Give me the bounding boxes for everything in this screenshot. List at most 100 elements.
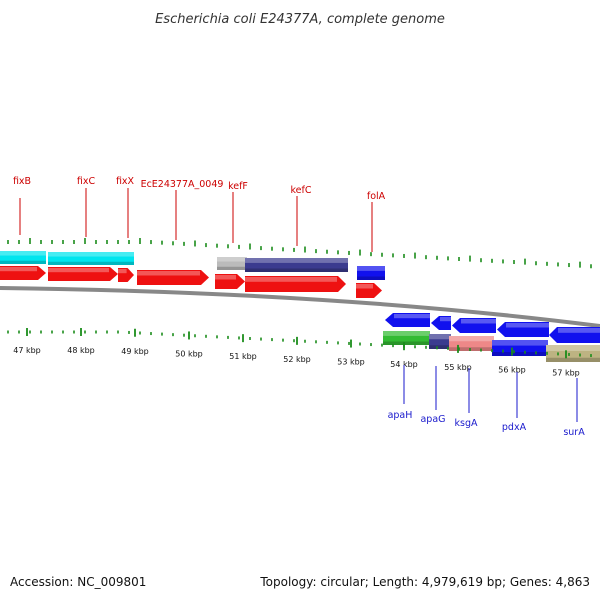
- khaki-feature: [546, 345, 600, 362]
- gene-arrow-rev-1-body: [385, 313, 430, 327]
- cyan-feature-2-shadow: [48, 261, 134, 265]
- cyan-feature-2: [48, 252, 134, 265]
- forward-gene-label: kefF: [228, 181, 248, 192]
- gene-arrow-fixC: [48, 267, 118, 281]
- gene-arrow-rev-4-highlight: [506, 323, 549, 328]
- gray-feature-shadow: [217, 266, 247, 270]
- scale-label: 57 kbp: [552, 368, 580, 377]
- scale-label: 47 kbp: [13, 346, 41, 355]
- gene-arrow-folA-highlight: [356, 284, 373, 289]
- gene-arrow-fixB-highlight: [0, 267, 37, 272]
- genome-summary-text: Topology: circular; Length: 4,979,619 bp…: [259, 575, 590, 589]
- gene-arrow-EcE24377A_0049: [137, 270, 209, 285]
- reverse-gene-label: pdxA: [502, 422, 527, 433]
- navy-feature: [245, 258, 348, 272]
- gene-arrow-kefC-highlight: [245, 277, 337, 282]
- navy-feature-rev-highlight: [429, 334, 451, 340]
- gene-arrow-rev-1-highlight: [394, 314, 430, 319]
- scale-label: 55 kbp: [444, 363, 472, 372]
- accession-text: Accession: NC_009801: [10, 575, 146, 589]
- scale-label: 50 kbp: [175, 349, 203, 358]
- green-feature-highlight: [383, 331, 430, 336]
- blue-feature-shadow: [357, 276, 385, 280]
- gene-arrow-rev-4-body: [497, 322, 549, 337]
- forward-gene-label: fixB: [13, 176, 31, 187]
- navy-feature-highlight: [245, 258, 348, 263]
- gene-arrow-EcE24377A_0049-body: [137, 270, 209, 285]
- pink-feature-highlight: [449, 336, 494, 342]
- reverse-strand-features: [383, 313, 600, 362]
- scale-label: 53 kbp: [337, 358, 365, 367]
- gene-arrow-rev-4: [497, 322, 549, 337]
- gene-arrow-rev-1: [385, 313, 430, 327]
- gene-arrow-fixC-body: [48, 267, 118, 281]
- gray-feature: [217, 257, 247, 270]
- cyan-feature-1-highlight: [0, 251, 46, 256]
- inner-tick-track: 47 kbp 48 kbp 49 kbp 50 kbp 51 kbp 52 kbp 53 k…: [7, 328, 592, 377]
- gene-arrow-folA: [356, 283, 382, 298]
- khaki-feature-highlight: [546, 345, 600, 351]
- gene-arrow-rev-2-highlight: [440, 317, 451, 322]
- gene-arrow-rev-2-body: [431, 316, 451, 330]
- gene-arrow-kefC: [245, 276, 346, 292]
- gene-arrow-EcE24377A_0049-highlight: [137, 271, 200, 276]
- blue-feature-rev-shadow: [492, 352, 548, 356]
- scale-label: 54 kbp: [390, 360, 418, 369]
- cyan-feature-1: [0, 251, 46, 264]
- forward-gene-label: kefC: [291, 185, 312, 196]
- forward-strand-features: [0, 251, 385, 298]
- khaki-feature-shadow: [546, 357, 600, 362]
- gene-arrow-folA-body: [356, 283, 382, 298]
- gene-arrow-rev-5-highlight: [558, 328, 600, 333]
- gene-arrow-kefF-highlight: [215, 275, 236, 280]
- forward-gene-label: fixX: [116, 176, 135, 187]
- gene-arrow-rev-3: [452, 318, 496, 333]
- reverse-gene-label: apaG: [420, 414, 445, 425]
- scale-label: 56 kbp: [498, 366, 526, 375]
- gene-arrow-rev-5: [549, 327, 600, 343]
- pink-feature-shadow: [449, 347, 494, 351]
- navy-feature-shadow: [245, 268, 348, 272]
- gene-arrow-kefF: [215, 274, 245, 289]
- gene-arrow-kefC-body: [245, 276, 346, 292]
- genome-title: Escherichia coli E24377A, complete genom…: [155, 12, 445, 27]
- gene-arrow-fixB-body: [0, 266, 46, 280]
- gene-arrow-fixX: [118, 268, 134, 282]
- gene-arrow-rev-3-highlight: [461, 319, 496, 324]
- gene-arrow-kefF-body: [215, 274, 245, 289]
- blue-feature-highlight: [357, 266, 385, 271]
- scale-label: 49 kbp: [121, 347, 149, 356]
- forward-gene-label: folA: [367, 191, 386, 202]
- forward-gene-label: fixC: [77, 176, 96, 187]
- gene-arrow-rev-5-body: [549, 327, 600, 343]
- blue-feature-rev-highlight: [492, 340, 548, 346]
- reverse-gene-label: surA: [563, 427, 585, 438]
- gene-arrow-rev-3-body: [452, 318, 496, 333]
- gene-arrow-fixC-highlight: [48, 268, 109, 273]
- scale-label: 51 kbp: [229, 352, 257, 361]
- gene-label-layer: fixB fixC fixX EcE24377A_0049 kefF kefC folA ap…: [13, 176, 585, 438]
- gray-feature-highlight: [217, 257, 247, 262]
- blue-feature-rev: [492, 340, 548, 356]
- green-feature-shadow: [383, 341, 430, 345]
- blue-feature: [357, 266, 385, 280]
- navy-feature-rev-shadow: [429, 345, 451, 349]
- cyan-feature-1-shadow: [0, 260, 46, 264]
- green-feature: [383, 331, 430, 345]
- pink-feature: [449, 336, 494, 351]
- reverse-gene-label: ksgA: [455, 418, 478, 429]
- scale-label: 48 kbp: [67, 346, 95, 355]
- navy-feature-rev: [429, 334, 451, 349]
- backbone-line: [0, 286, 600, 328]
- gene-arrow-fixX-body: [118, 268, 134, 282]
- outer-tick-track: [7, 238, 592, 269]
- gene-arrow-rev-2: [431, 316, 451, 330]
- forward-gene-label: EcE24377A_0049: [141, 179, 224, 190]
- cyan-feature-2-highlight: [48, 252, 134, 257]
- scale-label: 52 kbp: [283, 355, 311, 364]
- genome-backbone: [0, 286, 600, 328]
- gene-arrow-fixX-highlight: [118, 269, 127, 274]
- reverse-gene-label: apaH: [388, 410, 413, 421]
